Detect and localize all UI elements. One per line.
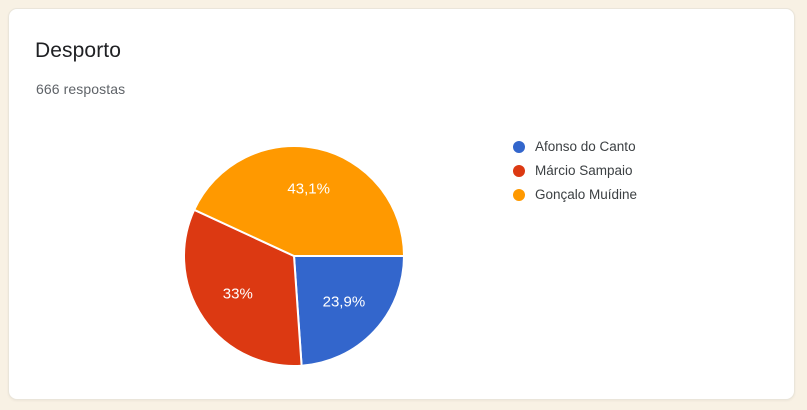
legend-label-0: Afonso do Canto	[535, 138, 636, 154]
legend-swatch-icon-0	[513, 140, 525, 153]
legend-label-2: Gonçalo Muídine	[535, 186, 638, 202]
pie-slice-0[interactable]	[292, 255, 406, 367]
pie-slice-label-0: 23,9%	[323, 293, 366, 310]
pie-slice-label-1: 33%	[223, 286, 253, 303]
legend-swatch-icon-2	[513, 188, 525, 201]
pie-slice-group	[183, 145, 406, 367]
response-count: 666 respostas	[36, 81, 126, 97]
pie-chart-svg: 23,9% 33% 43,1%	[183, 145, 406, 367]
chart-card: Desporto 666 respostas 23,9% 33% 43,1% Afo…	[8, 8, 795, 400]
legend-swatch-icon-1	[513, 164, 525, 177]
legend-label-1: Márcio Sampaio	[535, 162, 633, 178]
legend-item-2[interactable]: Gonçalo Muídine	[513, 183, 743, 206]
pie-slice-2[interactable]	[192, 145, 406, 257]
pie-slice-1[interactable]	[183, 208, 303, 367]
pie-label-group: 23,9% 33% 43,1%	[223, 180, 365, 310]
chart-legend: Afonso do Canto Márcio Sampaio Gonçalo M…	[513, 135, 743, 207]
pie-chart: 23,9% 33% 43,1%	[9, 9, 794, 399]
pie-slice-label-2: 43,1%	[287, 180, 330, 197]
legend-item-0[interactable]: Afonso do Canto	[513, 135, 743, 158]
legend-item-1[interactable]: Márcio Sampaio	[513, 159, 743, 182]
page-title: Desporto	[35, 39, 122, 62]
